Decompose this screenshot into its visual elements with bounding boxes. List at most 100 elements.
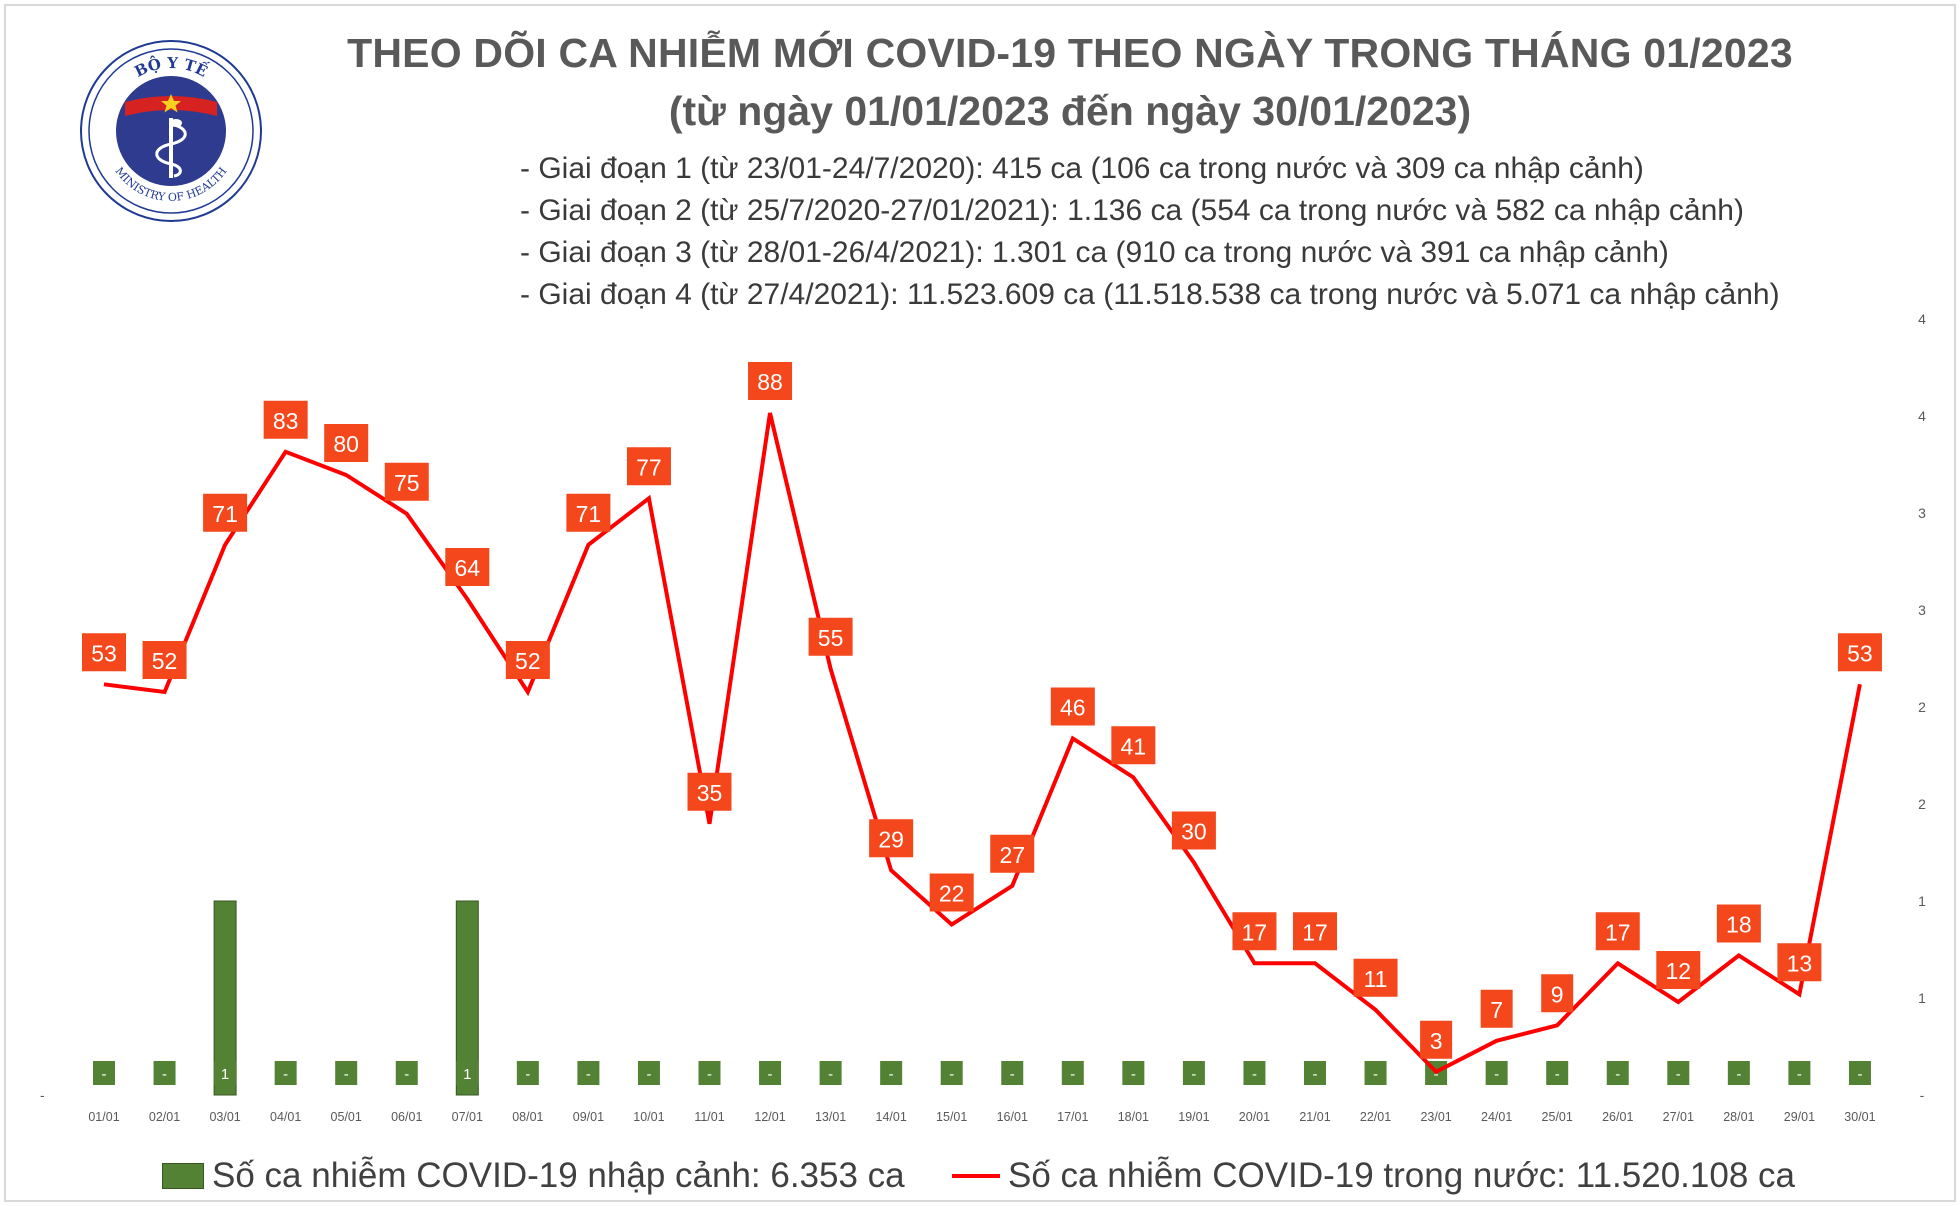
bar-data-label: - [586, 1066, 591, 1083]
bar [213, 900, 237, 1096]
bar-data-label: - [1857, 1066, 1862, 1083]
x-tick-label: 02/01 [149, 1110, 180, 1124]
bar-label-box [577, 1061, 600, 1085]
bar-label-box [1122, 1061, 1145, 1085]
bar-data-label: - [1252, 1066, 1257, 1083]
line-data-labels: 53 52718380756452717735885529222746413017… [82, 362, 1882, 1059]
line-data-label-box [1716, 904, 1761, 943]
phase-summary-list: - Giai đoạn 1 (từ 23/01-24/7/2020): 415 … [520, 148, 1780, 316]
x-tick-label: 07/01 [452, 1110, 483, 1124]
bar-label-box [1243, 1061, 1266, 1085]
line-data-label: 83 [273, 408, 299, 434]
phase-summary-item: - Giai đoạn 1 (từ 23/01-24/7/2020): 415 … [520, 152, 1644, 185]
bar-label-box [880, 1061, 903, 1085]
line-data-label: 17 [1302, 919, 1328, 945]
line-data-label: 18 [1726, 912, 1752, 938]
bar-label-box [1606, 1061, 1629, 1085]
bar-label-box [1304, 1061, 1326, 1085]
line-data-label: 52 [515, 648, 541, 674]
line-data-label: 35 [697, 780, 723, 806]
line-data-label-box [1050, 687, 1095, 726]
bar-label-box [274, 1061, 297, 1085]
x-tick-label: 26/01 [1602, 1110, 1633, 1124]
chart-subtitle: (từ ngày 01/01/2023 đến ngày 30/01/2023) [668, 88, 1472, 134]
line-data-label-box [203, 493, 248, 532]
line-data-label-box [748, 362, 793, 400]
bar-data-label: - [889, 1066, 894, 1083]
line-data-label: 53 [91, 640, 117, 666]
right-axis-tick-label: 3 [1918, 602, 1926, 618]
bar-data-label: - [1434, 1066, 1439, 1083]
bar-data-label: - [1494, 1066, 1499, 1083]
legend-bar-label: Số ca nhiễm COVID-19 nhập cảnh: 6.353 ca [212, 1156, 905, 1195]
legend-bar-swatch [162, 1163, 204, 1189]
legend-item-line: Số ca nhiễm COVID-19 trong nước: 11.520.… [952, 1152, 1795, 1200]
x-tick-label: 21/01 [1299, 1110, 1330, 1124]
line-data-label-box [1171, 811, 1216, 850]
bar-data-label: - [1373, 1066, 1378, 1083]
line-data-label: 13 [1787, 950, 1813, 976]
line-data-label-box [929, 873, 974, 912]
bar-data-label: - [283, 1066, 288, 1083]
phase-summary-item: - Giai đoạn 4 (từ 27/4/2021): 11.523.609… [520, 278, 1780, 311]
x-tick-label: 14/01 [876, 1110, 907, 1124]
bar-label-box [1546, 1061, 1569, 1085]
x-tick-label: 24/01 [1481, 1110, 1512, 1124]
line-data-label-box [263, 400, 308, 439]
line-data-label-box [1837, 633, 1882, 672]
bar-label-box [759, 1061, 782, 1085]
line-series [103, 412, 1862, 1075]
phase-summary-item: - Giai đoạn 2 (từ 25/7/2020-27/01/2021):… [520, 194, 1744, 227]
bar-data-label: 1 [463, 1066, 471, 1083]
line-data-label: 3 [1430, 1028, 1443, 1054]
line-data-label: 11 [1364, 966, 1388, 992]
line-data-label: 12 [1666, 958, 1692, 984]
line-data-label-box [626, 447, 671, 486]
bar-label-box [1364, 1061, 1387, 1085]
x-axis: 01/01 02/01 03/01 04/01 05/01 06/01 07/01 08/01… [88, 1110, 1875, 1124]
line-data-label: 75 [394, 470, 420, 496]
x-tick-label: 25/01 [1542, 1110, 1573, 1124]
right-axis-tick-label: - [1920, 1087, 1925, 1103]
bar-data-label: - [162, 1066, 167, 1083]
bar-data-label: - [1676, 1066, 1681, 1083]
line-data-label: 52 [152, 648, 178, 674]
line-data-label: 88 [757, 369, 783, 395]
right-axis-tick-label: 2 [1918, 699, 1926, 715]
line-data-label: 71 [576, 501, 602, 527]
x-tick-label: 29/01 [1784, 1110, 1815, 1124]
line-data-label: 41 [1121, 733, 1147, 759]
line-data-label: 30 [1181, 819, 1207, 845]
bar-label-box [214, 1061, 237, 1085]
x-tick-label: 15/01 [936, 1110, 967, 1124]
chart-legend: Số ca nhiễm COVID-19 nhập cảnh: 6.353 ca… [0, 1152, 1960, 1200]
x-tick-label: 13/01 [815, 1110, 846, 1124]
bar-data-label: - [646, 1066, 651, 1083]
right-axis-tick-label: 1 [1918, 990, 1926, 1006]
line-data-label: 77 [636, 454, 662, 480]
legend-line-swatch [952, 1174, 1000, 1178]
bar [455, 900, 479, 1096]
x-tick-label: 01/01 [88, 1110, 119, 1124]
bar-label-box [1182, 1061, 1205, 1085]
x-tick-label: 19/01 [1178, 1110, 1209, 1124]
x-tick-label: 05/01 [331, 1110, 362, 1124]
line-data-label: 17 [1605, 919, 1631, 945]
bar-label-box [456, 1061, 479, 1085]
x-tick-label: 23/01 [1420, 1110, 1451, 1124]
line-data-label-box [142, 641, 187, 679]
line-data-label-box [990, 834, 1035, 873]
bar-label-box [1667, 1061, 1690, 1085]
line-data-label-box [82, 633, 126, 672]
x-tick-label: 04/01 [270, 1110, 301, 1124]
line-data-label: 55 [818, 625, 844, 651]
line-data-label: 22 [939, 881, 965, 907]
right-axis-tick-label: 1 [1918, 893, 1926, 909]
bar-data-label: 1 [221, 1066, 229, 1083]
line-data-label: 64 [455, 555, 481, 581]
ministry-of-health-logo: BỘ Y TẾ MINISTRY OF HEALTH [80, 40, 262, 222]
line-data-label-box [324, 424, 369, 462]
bar-label-box [1485, 1061, 1508, 1085]
x-tick-label: 20/01 [1239, 1110, 1270, 1124]
